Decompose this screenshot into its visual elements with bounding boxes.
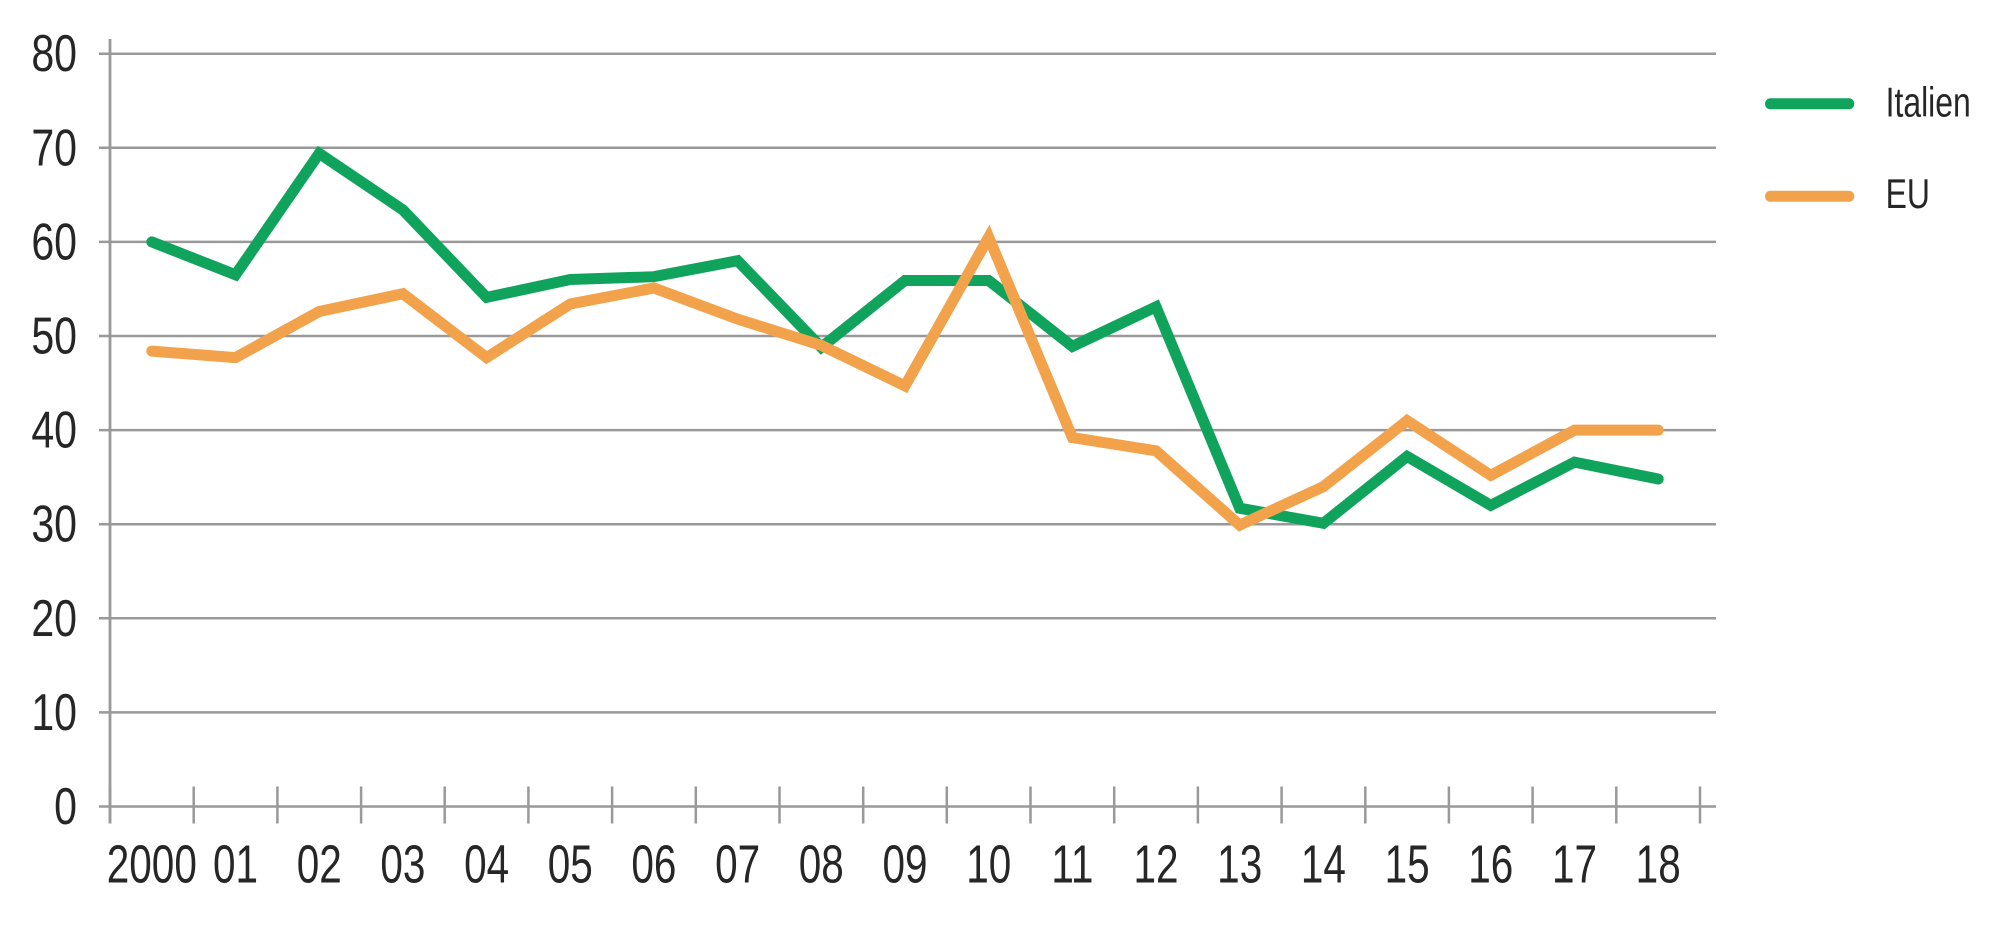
svg-text:03: 03 xyxy=(380,835,425,895)
svg-text:13: 13 xyxy=(1217,835,1262,895)
svg-text:40: 40 xyxy=(31,401,77,459)
svg-text:50: 50 xyxy=(31,307,77,365)
svg-text:30: 30 xyxy=(31,495,77,553)
svg-text:10: 10 xyxy=(966,835,1011,895)
svg-text:0: 0 xyxy=(54,777,77,835)
svg-text:06: 06 xyxy=(631,835,676,895)
svg-text:10: 10 xyxy=(31,683,77,741)
svg-text:16: 16 xyxy=(1468,835,1513,895)
svg-text:09: 09 xyxy=(882,835,927,895)
svg-text:18: 18 xyxy=(1636,835,1681,895)
svg-text:15: 15 xyxy=(1385,835,1430,895)
svg-text:14: 14 xyxy=(1301,835,1346,895)
svg-text:02: 02 xyxy=(297,835,342,895)
svg-text:08: 08 xyxy=(799,835,844,895)
svg-text:EU: EU xyxy=(1886,170,1930,217)
svg-text:2000: 2000 xyxy=(107,835,197,895)
svg-text:60: 60 xyxy=(31,213,77,271)
svg-text:Italien: Italien xyxy=(1886,78,1971,125)
svg-text:04: 04 xyxy=(464,835,509,895)
svg-text:80: 80 xyxy=(31,25,77,83)
svg-text:11: 11 xyxy=(1051,835,1093,895)
svg-text:12: 12 xyxy=(1133,835,1178,895)
svg-text:01: 01 xyxy=(213,835,258,895)
svg-text:17: 17 xyxy=(1552,835,1597,895)
svg-text:20: 20 xyxy=(31,589,77,647)
svg-text:07: 07 xyxy=(715,835,760,895)
svg-text:05: 05 xyxy=(548,835,593,895)
svg-text:70: 70 xyxy=(31,119,77,177)
